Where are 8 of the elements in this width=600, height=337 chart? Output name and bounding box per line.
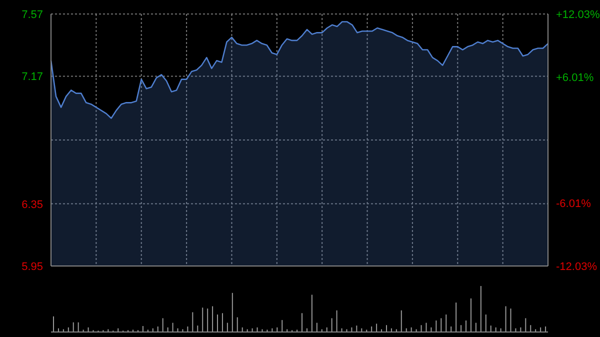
y2-tick-label: -6.01% (556, 198, 592, 210)
y-tick-label: 7.17 (22, 71, 43, 84)
y2-tick-label: +12.03% (556, 9, 600, 21)
y-tick-label: 5.95 (22, 261, 43, 273)
y2-tick-label: +6.01% (556, 72, 594, 84)
y-tick-label: 7.57 (22, 9, 43, 21)
y-tick-label: 6.35 (22, 198, 43, 211)
y2-tick-label: -12.03% (556, 261, 598, 273)
